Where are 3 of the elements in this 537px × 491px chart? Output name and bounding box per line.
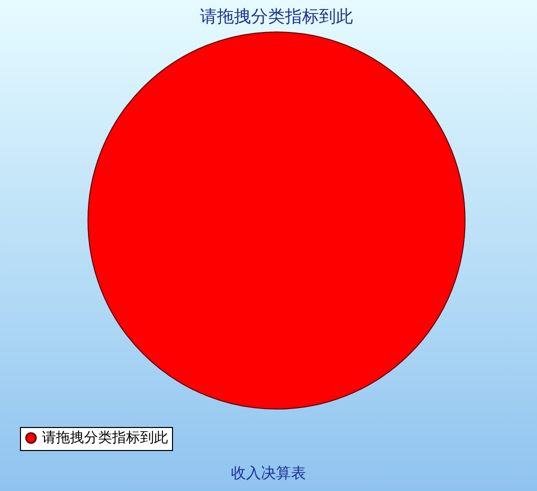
chart-title: 请拖拽分类指标到此 xyxy=(200,7,353,27)
legend-label: 请拖拽分类指标到此 xyxy=(42,430,168,446)
text: 收入决算表 xyxy=(230,464,307,483)
